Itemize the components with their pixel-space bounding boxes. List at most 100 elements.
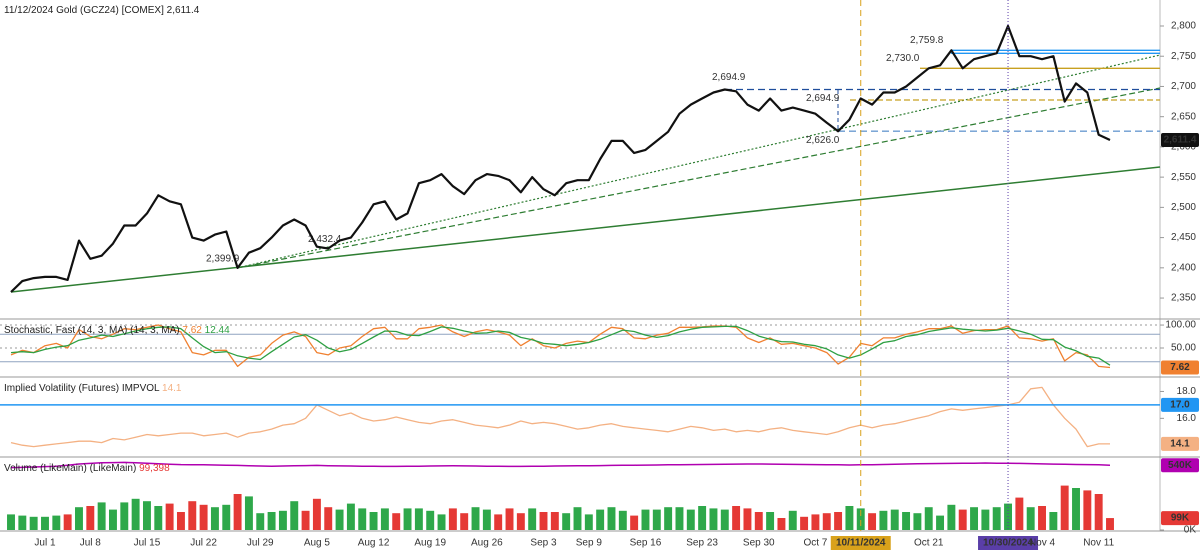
y-tick-label: 18.0 bbox=[1177, 386, 1197, 397]
volume-bar bbox=[18, 515, 27, 530]
volume-bar bbox=[1038, 506, 1046, 530]
volume-bar bbox=[324, 507, 333, 530]
volume-bar bbox=[222, 504, 231, 530]
volume-bar bbox=[720, 509, 729, 530]
title-part: Volume (LikeMain) (LikeMain) bbox=[4, 463, 136, 474]
volume-bar bbox=[142, 501, 151, 530]
y-tick-label: 2,750 bbox=[1171, 51, 1196, 62]
volume-bar bbox=[1106, 518, 1114, 530]
x-tick-label: Jul 8 bbox=[80, 538, 102, 549]
y-tick-label: 2,650 bbox=[1171, 111, 1196, 122]
volume-bar bbox=[800, 516, 809, 530]
y-tick-label: 2,350 bbox=[1171, 293, 1196, 304]
volume-bar bbox=[75, 507, 83, 530]
value-tag bbox=[1161, 360, 1199, 375]
volume-bar bbox=[403, 508, 412, 530]
y-tick-label: 2,550 bbox=[1171, 172, 1196, 183]
x-tick-label: Sep 9 bbox=[576, 538, 603, 549]
value-tag bbox=[1161, 133, 1199, 148]
volume-bar bbox=[233, 494, 242, 530]
volume-bar bbox=[256, 513, 265, 530]
value-tag-label: 99K bbox=[1171, 513, 1190, 524]
volume-bar bbox=[188, 501, 197, 530]
volume-bar bbox=[414, 508, 423, 530]
volume-bar bbox=[652, 509, 661, 530]
volume-bar bbox=[550, 512, 559, 530]
value-tag bbox=[1161, 511, 1199, 526]
volume-bar bbox=[528, 508, 537, 530]
volume-bar bbox=[131, 498, 140, 530]
volume-bar bbox=[868, 513, 877, 530]
volume-bar bbox=[1072, 488, 1080, 530]
x-tick-label: Aug 19 bbox=[414, 538, 446, 549]
series-line bbox=[10, 325, 1111, 366]
volume-bar bbox=[947, 504, 956, 530]
annotation: 2,399.9 bbox=[206, 254, 240, 265]
annotation: 2,694.9 bbox=[712, 72, 746, 83]
y-tick-label: 100.00 bbox=[1165, 320, 1196, 331]
title-part: 99,398 bbox=[139, 463, 170, 474]
volume-bar bbox=[992, 507, 1001, 530]
volume-bar bbox=[845, 506, 854, 530]
volume-bar bbox=[505, 508, 514, 530]
y-tick-label: 2,800 bbox=[1171, 21, 1196, 32]
volume-bar bbox=[641, 509, 650, 530]
volume-bar bbox=[539, 512, 548, 530]
volume-bar bbox=[426, 510, 435, 530]
volume-bar bbox=[267, 512, 276, 530]
title-part: Stochastic, Fast (14, 3, MA) (14, 3, MA) bbox=[4, 325, 180, 336]
volume-bar bbox=[958, 509, 967, 530]
x-tick-label: Oct 7 bbox=[803, 538, 827, 549]
volume-bar bbox=[199, 504, 208, 530]
volume-bar bbox=[924, 507, 933, 530]
y-tick-label: 2,450 bbox=[1171, 232, 1196, 243]
value-tag-label: 540K bbox=[1168, 460, 1193, 471]
volume-bar bbox=[709, 508, 718, 530]
x-tick-label: Oct 21 bbox=[914, 538, 944, 549]
panel-title: Volume (LikeMain) (LikeMain) 99,398 bbox=[4, 463, 170, 474]
value-tag bbox=[1161, 397, 1199, 412]
volume-bar bbox=[471, 507, 480, 530]
volume-bar bbox=[777, 518, 786, 530]
annotation: 2,626.0 bbox=[806, 135, 840, 146]
annotation: 2,730.0 bbox=[886, 53, 920, 64]
volume-bar bbox=[664, 507, 673, 530]
y-tick-label: 2,700 bbox=[1171, 81, 1196, 92]
x-tick-label: Jul 22 bbox=[190, 538, 217, 549]
volume-bar bbox=[278, 510, 287, 530]
volume-bar bbox=[392, 513, 401, 530]
volume-bar bbox=[675, 507, 684, 530]
value-tag bbox=[1161, 436, 1199, 451]
x-tick-label: Jul 15 bbox=[134, 538, 161, 549]
x-tick-label: Nov 4 bbox=[1029, 538, 1056, 549]
volume-bar bbox=[244, 496, 253, 530]
x-tick-label: Jul 29 bbox=[247, 538, 274, 549]
volume-bar bbox=[482, 509, 491, 530]
x-tick-label: Aug 5 bbox=[304, 538, 331, 549]
panel-title: Implied Volatility (Futures) IMPVOL 14.1 bbox=[4, 383, 182, 394]
x-tick-label: 10/11/2024 bbox=[836, 538, 886, 549]
volume-bar bbox=[346, 503, 355, 530]
date-tag bbox=[978, 536, 1039, 550]
volume-bar bbox=[766, 512, 775, 530]
panel-title: Stochastic, Fast (14, 3, MA) (14, 3, MA)… bbox=[4, 325, 230, 336]
value-tag-label: 14.1 bbox=[1170, 439, 1190, 450]
title-part: 11/12/2024 Gold (GCZ24) [COMEX] 2,611.4 bbox=[4, 5, 200, 16]
volume-bar bbox=[448, 508, 457, 530]
volume-bar bbox=[301, 510, 310, 530]
title-part: Implied Volatility (Futures) bbox=[4, 383, 119, 394]
volume-bar bbox=[902, 512, 911, 530]
annotation: 2,432.4 bbox=[308, 234, 342, 245]
volume-bar bbox=[811, 514, 820, 530]
volume-bar bbox=[834, 512, 843, 530]
volume-bar bbox=[290, 501, 299, 530]
volume-bar bbox=[1026, 507, 1035, 530]
volume-bar bbox=[86, 506, 95, 530]
x-tick-label: 10/30/2024 bbox=[983, 538, 1033, 549]
volume-bar bbox=[788, 510, 797, 530]
volume-bar bbox=[732, 506, 741, 530]
volume-bar bbox=[7, 514, 15, 530]
volume-bar bbox=[176, 512, 185, 530]
